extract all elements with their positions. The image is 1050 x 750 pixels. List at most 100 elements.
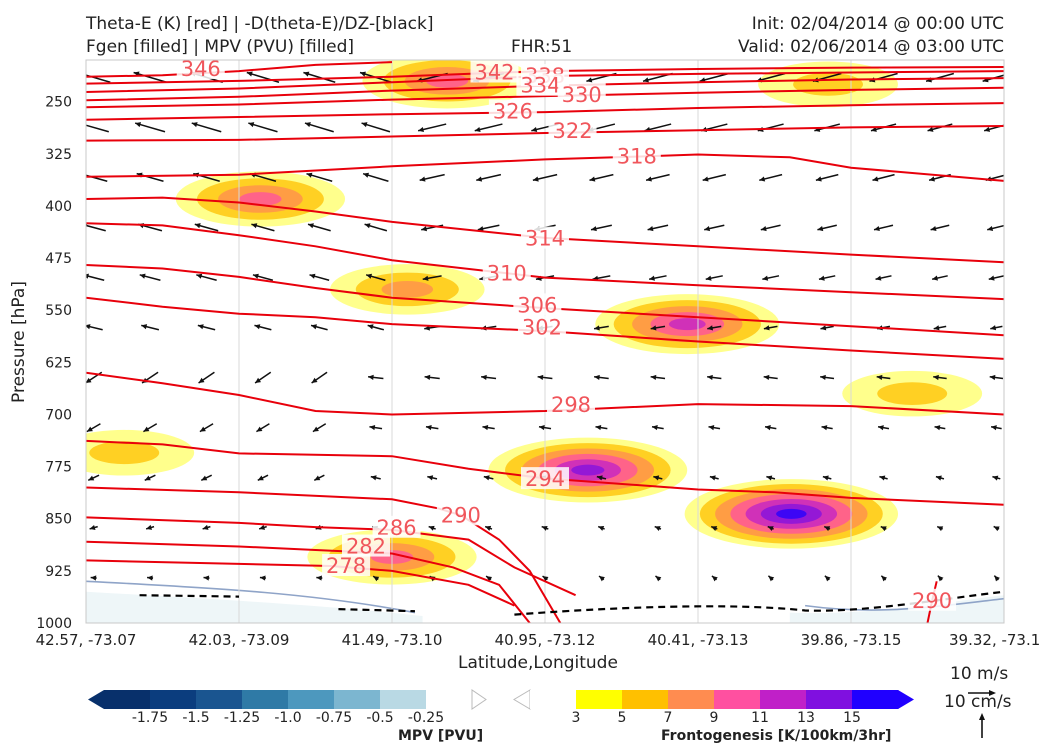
wind-vector bbox=[933, 374, 947, 381]
wind-vector bbox=[145, 524, 155, 530]
mpv-colorbar-tick: -0.75 bbox=[316, 710, 352, 726]
wind-vector-head bbox=[927, 126, 934, 132]
wind-vector-head bbox=[201, 475, 208, 481]
theta-e-342-label: 342 bbox=[474, 61, 514, 85]
wind-vector-head bbox=[652, 425, 658, 431]
wind-vector-head bbox=[763, 374, 770, 381]
theta-e-label-bg bbox=[436, 503, 485, 526]
wind-vector-head bbox=[650, 325, 657, 331]
wind-vector bbox=[655, 575, 662, 582]
wind-vector-head bbox=[599, 576, 605, 582]
fgen-colorbar-tick: 7 bbox=[664, 710, 673, 726]
theta-e-label-bg bbox=[513, 293, 562, 316]
wind-vector bbox=[647, 224, 669, 232]
wind-vector-head bbox=[256, 426, 263, 432]
y-tick-label: 550 bbox=[45, 303, 72, 319]
wind-vector-head bbox=[80, 173, 86, 178]
wind-vector-head bbox=[822, 475, 829, 481]
wind-vector-head bbox=[589, 176, 596, 182]
wind-vector-head bbox=[586, 77, 593, 83]
wind-vector bbox=[992, 475, 1001, 481]
wind-vector-head bbox=[934, 425, 941, 431]
fgen-level-7 bbox=[381, 280, 434, 298]
wind-vector bbox=[417, 123, 447, 133]
wind-vector-head bbox=[368, 374, 374, 380]
wind-vector bbox=[427, 475, 438, 481]
mpv-colorbar-tick: -0.25 bbox=[408, 710, 444, 726]
wind-vector bbox=[361, 122, 391, 133]
wind-vector bbox=[589, 173, 614, 182]
frontogenesis-colorbar: 3 5 7 9 11 13 15 bbox=[513, 689, 914, 726]
wind-vector bbox=[709, 475, 719, 481]
theta-e-298-label: 298 bbox=[551, 393, 591, 417]
wind-vector-head bbox=[197, 324, 204, 330]
wind-vector-head bbox=[929, 176, 935, 182]
wind-vector bbox=[485, 575, 493, 582]
wind-vector bbox=[590, 224, 612, 232]
wind-vector bbox=[594, 374, 609, 381]
wind-vector-head bbox=[476, 176, 483, 182]
y-axis-ticks: 250 325 400 475 550 625 700 775 850 925 1000 bbox=[36, 95, 72, 632]
fgen-colorbar-tick: 9 bbox=[710, 710, 719, 726]
wind-vector bbox=[202, 524, 211, 530]
wind-vector bbox=[200, 474, 213, 481]
wind-vector-head bbox=[252, 273, 259, 279]
mpv-colorbar-bin bbox=[288, 690, 335, 709]
wind-vector-head bbox=[309, 273, 316, 279]
wind-key-u-label: 10 m/s bbox=[950, 664, 1009, 684]
y-tick-label: 250 bbox=[45, 95, 72, 111]
wind-vector bbox=[708, 425, 721, 431]
wind-vector-head bbox=[872, 176, 879, 182]
wind-vector bbox=[248, 122, 278, 133]
wind-vector-head bbox=[425, 424, 432, 431]
wind-vector bbox=[484, 525, 493, 531]
fgen-colorbar-tick: 15 bbox=[843, 710, 861, 726]
wind-vector bbox=[767, 525, 774, 532]
wind-vector-head bbox=[709, 475, 716, 481]
wind-vector bbox=[86, 324, 103, 331]
wind-vector-head bbox=[653, 475, 660, 481]
theta-e-label-bg bbox=[322, 554, 371, 577]
wind-vector-head bbox=[139, 273, 146, 279]
wind-vector-head bbox=[817, 226, 824, 232]
y-tick-label: 400 bbox=[45, 199, 72, 215]
wind-vector bbox=[707, 374, 722, 381]
theta-e-330-contour bbox=[86, 86, 1004, 109]
wind-vector-head bbox=[257, 475, 264, 481]
wind-vector-head bbox=[881, 575, 888, 582]
wind-vector-head bbox=[655, 575, 662, 582]
wind-vector-head bbox=[86, 273, 89, 279]
theta-e-310-label: 310 bbox=[487, 261, 527, 285]
wind-vector bbox=[650, 374, 666, 381]
wind-vector bbox=[710, 525, 718, 531]
fgen-blob bbox=[330, 264, 485, 315]
wind-vector bbox=[650, 325, 666, 331]
forecast-hour: FHR:51 bbox=[511, 37, 573, 57]
wind-vector-head bbox=[591, 226, 597, 232]
wind-vector bbox=[875, 275, 892, 281]
wind-vector bbox=[254, 324, 272, 331]
y-tick-label: 625 bbox=[45, 355, 72, 371]
wind-vector-head bbox=[363, 172, 369, 178]
wind-vector-head bbox=[373, 576, 380, 582]
theta-e-contour-labels: 3463423383343303263223183143103063022982… bbox=[176, 60, 957, 613]
wind-vector bbox=[654, 525, 662, 531]
fgen-level-5 bbox=[89, 441, 160, 465]
wind-vector-head bbox=[144, 475, 151, 481]
wind-vector bbox=[199, 423, 214, 433]
wind-vector-head bbox=[485, 525, 492, 531]
wind-vector bbox=[147, 575, 154, 581]
wind-vector bbox=[935, 475, 945, 481]
wind-vector bbox=[931, 275, 948, 281]
wind-vector bbox=[307, 223, 331, 232]
theta-e-278-label: 278 bbox=[326, 554, 366, 578]
wind-vector-head bbox=[763, 325, 770, 331]
wind-vector-head bbox=[538, 425, 545, 431]
y-tick-label: 475 bbox=[45, 251, 72, 267]
x-axis-ticks: 42.57, -73.07 42.03, -73.09 41.49, -73.10 4… bbox=[36, 631, 1041, 649]
mpv-colorbar-bin bbox=[426, 690, 473, 709]
wind-vector-head bbox=[594, 325, 600, 331]
wind-vector-head bbox=[202, 524, 209, 530]
mpv-colorbar-bin bbox=[104, 690, 151, 709]
wind-vector-head bbox=[759, 176, 766, 182]
